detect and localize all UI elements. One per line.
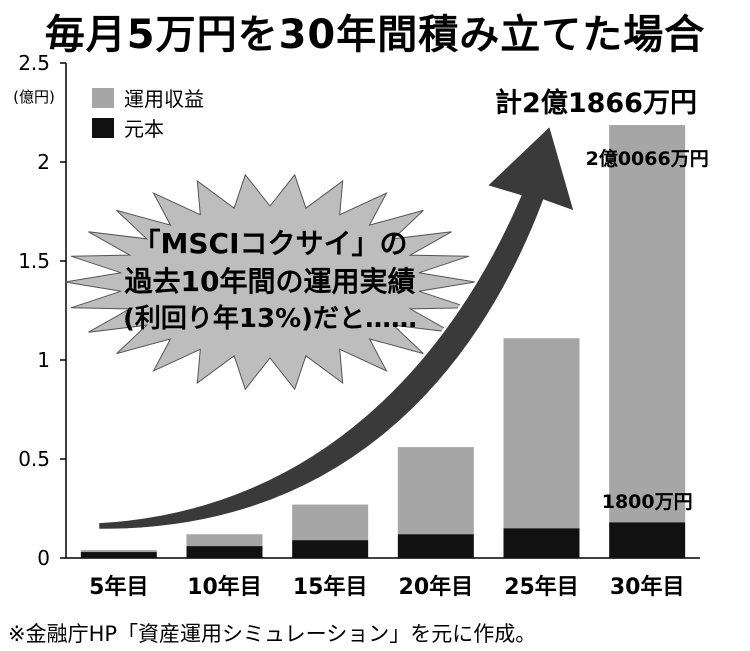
bar-returns-4 [503,338,580,529]
x-tick-label: 15年目 [293,574,368,600]
bars [80,125,686,558]
x-tick-label: 25年目 [504,574,579,600]
legend-swatch-1 [92,118,114,138]
bar-principal-1 [186,546,263,558]
total-label: 計2億1866万円 [495,87,697,119]
x-tick-label: 30年目 [610,574,685,600]
bar-principal-2 [292,540,369,558]
bar-principal-5 [609,522,686,558]
annotation-returns-30: 2億0066万円 [586,147,709,170]
growth-arrow [96,122,577,532]
callout-burst [64,173,476,391]
legend-swatch-0 [92,88,114,108]
bar-principal-3 [397,534,474,558]
bar-returns-3 [397,447,474,535]
y-tick-label: 1.5 [18,249,50,273]
axes: 0 0.5 1 1.5 2 2.5 (億円) [13,51,700,570]
x-tick-label: 5年目 [89,574,148,600]
labels: 5年目 10年目 15年目 20年目 25年目 30年目 計2億1866万円 2億0066万円… [89,87,709,600]
y-tick-label: 0 [37,546,50,570]
y-tick-label: 1 [37,348,50,372]
bar-returns-0 [80,550,157,553]
bar-principal-0 [80,552,157,558]
y-tick-label: 0.5 [18,447,50,471]
bar-principal-4 [503,528,580,558]
decor [64,122,577,532]
x-tick-label: 10年目 [187,574,262,600]
source-note: ※金融庁HP「資産運用シミュレーション」を元に作成。 [8,622,537,646]
y-axis-unit: (億円) [13,88,55,106]
legend-label-1: 元本 [124,117,164,141]
bar-returns-5 [609,125,686,523]
chart-title: 毎月5万円を30年間積み立てた場合 [44,12,706,58]
callout-line-3: (利回り年13%)だと…… [123,304,417,334]
bar-returns-1 [186,534,263,547]
y-tick-label: 2 [37,150,50,174]
y-tick-label: 2.5 [18,51,50,75]
bar-returns-2 [292,504,369,541]
annotation-principal-30: 1800万円 [602,491,693,513]
callout-line-2: 過去10年間の運用実績 [124,265,416,298]
legend-label-0: 運用収益 [124,87,204,111]
callout-line-1: 「MSCIコクサイ」の [132,227,408,260]
x-tick-label: 20年目 [399,574,474,600]
